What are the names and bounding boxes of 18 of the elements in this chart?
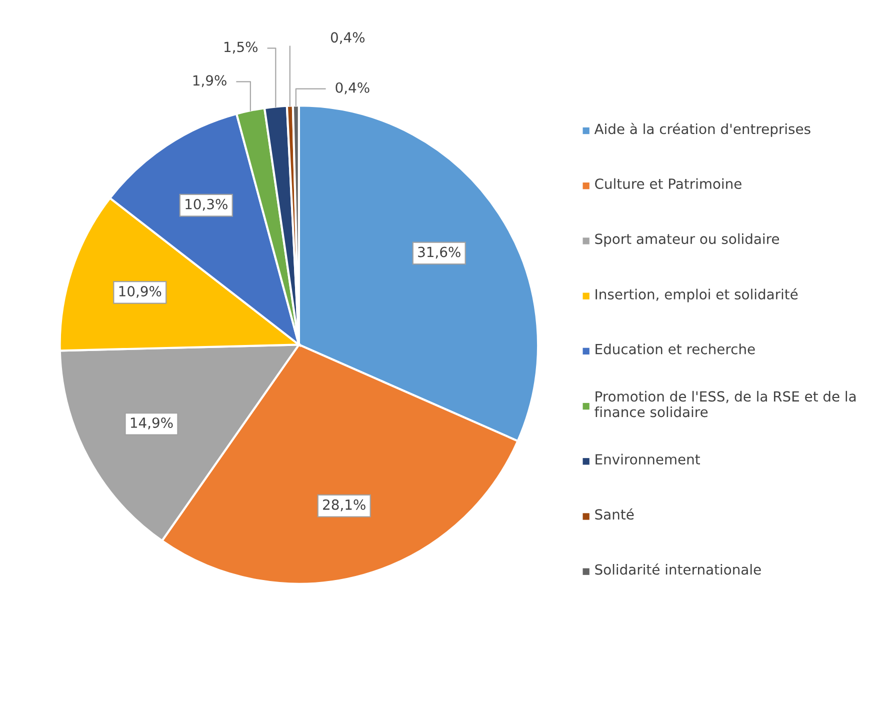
data-label: 0,4% xyxy=(330,32,365,44)
data-label: 1,5% xyxy=(224,42,258,54)
data-label: 14,9% xyxy=(130,417,173,430)
legend-label: Aide à la création d'entreprises xyxy=(594,122,810,137)
data-label: 10,9% xyxy=(119,286,162,298)
legend-label: Sport amateur ou solidaire xyxy=(595,233,780,247)
legend-label: Education et recherche xyxy=(596,344,755,354)
legend-label: Promotion de l'ESS, de la RSE et de la finance solidaire xyxy=(594,390,856,418)
legend-label: Solidarité internationale xyxy=(595,563,761,575)
legend-label: Santé xyxy=(595,508,634,520)
legend-label: Culture et Patrimoine xyxy=(595,178,742,190)
data-label: 0,4% xyxy=(336,82,370,94)
data-label: 28,1% xyxy=(323,499,366,512)
legend-label: Environnement xyxy=(596,454,700,465)
data-label: 1,9% xyxy=(193,75,226,88)
data-label: 31,6% xyxy=(418,246,460,259)
data-label: 10,3% xyxy=(186,198,228,211)
legend-label: Insertion, emploi et solidarité xyxy=(596,288,798,302)
